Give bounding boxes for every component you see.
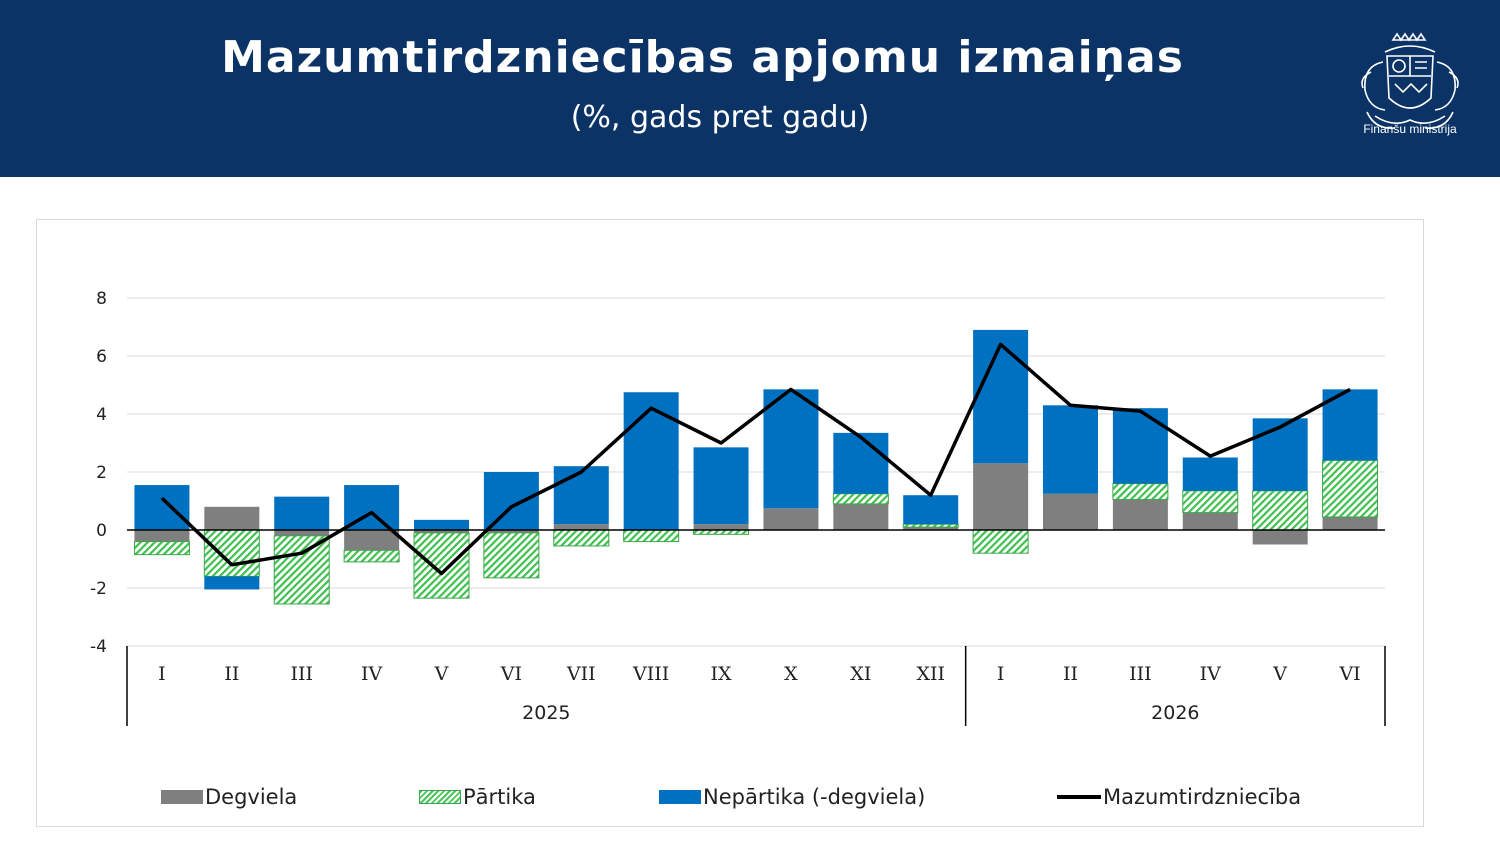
bar-partika: [1182, 490, 1239, 514]
bar-nepartika: [553, 466, 609, 525]
y-tick-label: 6: [96, 347, 107, 367]
x-tick-label: VIII: [632, 663, 669, 685]
bar-partika: [273, 535, 330, 605]
x-tick-label: IV: [361, 663, 383, 685]
y-tick-label: 8: [96, 289, 107, 309]
bar-partika: [623, 529, 680, 543]
bar-degviela: [763, 508, 819, 530]
bar-partika: [902, 523, 959, 528]
line-mazumtirdznieciba: [160, 342, 1351, 576]
bar-degviela: [414, 530, 469, 533]
y-tick-label: 0: [96, 521, 107, 541]
bar-degviela: [483, 530, 539, 533]
legend-label-mazumtirdznieciba: Mazumtirdzniecība: [1103, 785, 1302, 809]
bar-degviela: [973, 463, 1029, 530]
bar-nepartika: [763, 389, 819, 509]
x-tick-label: XI: [850, 663, 871, 685]
bar-nepartika: [1252, 418, 1308, 491]
x-tick-label: III: [1129, 663, 1152, 685]
x-tick-label: VII: [566, 663, 596, 685]
bar-partika: [1112, 483, 1169, 501]
x-tick-label: II: [224, 663, 239, 685]
bar-nepartika: [623, 392, 679, 530]
legend-item-nepartika: Nepārtika (-degviela): [659, 785, 925, 809]
legend-label-degviela: Degviela: [205, 785, 298, 809]
bar-degviela: [903, 527, 959, 530]
bar-nepartika: [903, 495, 959, 525]
legend-swatch-mazumtirdznieciba: [1057, 795, 1101, 799]
bar-partika: [832, 493, 889, 505]
bar-degviela: [1112, 499, 1168, 530]
bar-partika: [1252, 490, 1309, 531]
y-tick-label: 4: [96, 405, 107, 425]
page-title: Mazumtirdzniecības apjomu izmaiņas: [221, 32, 1184, 83]
bar-partika: [972, 529, 1029, 554]
bar-nepartika: [274, 496, 330, 530]
x-tick-label: IV: [1200, 663, 1222, 685]
bar-degviela: [833, 503, 889, 530]
bar-nepartika: [1182, 457, 1238, 491]
x-tick-label: VI: [1338, 663, 1360, 685]
bar-degviela: [1182, 512, 1238, 530]
bar-partika: [483, 532, 540, 579]
bar-nepartika: [833, 432, 889, 494]
bar-degviela: [1322, 516, 1378, 530]
bar-nepartika: [204, 576, 260, 590]
legend-swatch-partika: [419, 790, 461, 804]
bar-nepartika: [134, 485, 190, 530]
bar-partika: [553, 529, 610, 547]
bar-partika: [133, 541, 190, 556]
y-tick-label: -4: [90, 637, 107, 657]
legend-item-mazumtirdznieciba: Mazumtirdzniecība: [1057, 785, 1301, 809]
legend-item-degviela: Degviela: [161, 785, 297, 809]
x-tick-label: V: [434, 663, 449, 685]
bar-degviela: [274, 530, 330, 536]
x-tick-label: III: [290, 663, 313, 685]
bar-degviela: [134, 530, 190, 542]
legend-item-partika: Pārtika: [419, 785, 536, 809]
bar-nepartika: [414, 519, 469, 530]
x-tick-label: V: [1272, 663, 1287, 685]
bar-partika: [343, 549, 400, 563]
bar-nepartika: [973, 329, 1029, 464]
bar-partika: [203, 529, 260, 577]
legend-swatch-nepartika: [659, 790, 701, 804]
y-tick-label: -2: [90, 579, 107, 599]
legend-label-partika: Pārtika: [463, 785, 536, 809]
bar-nepartika: [1043, 405, 1098, 494]
x-tick-label: IX: [711, 663, 733, 685]
x-tick-label: X: [784, 663, 798, 685]
bar-degviela: [344, 530, 400, 551]
x-tick-label: VI: [500, 663, 522, 685]
x-tick-label: II: [1063, 663, 1078, 685]
legend-label-nepartika: Nepārtika (-degviela): [703, 785, 926, 809]
bar-degviela: [1252, 530, 1308, 545]
legend-swatch-degviela: [161, 790, 203, 804]
bar-nepartika: [1112, 408, 1168, 484]
bar-partika: [413, 532, 470, 599]
bar-nepartika: [693, 447, 749, 525]
bar-partika: [1322, 459, 1379, 518]
x-tick-label: I: [997, 663, 1005, 685]
x-group-label: 2026: [1151, 702, 1199, 724]
bar-degviela: [553, 524, 609, 530]
y-tick-label: 2: [96, 463, 107, 483]
page-subtitle: (%, gads pret gadu): [570, 100, 870, 135]
bar-degviela: [204, 506, 260, 530]
bar-degviela: [1043, 493, 1098, 530]
x-tick-label: I: [158, 663, 166, 685]
x-tick-label: XII: [916, 663, 945, 685]
x-group-label: 2025: [522, 702, 570, 724]
bar-degviela: [693, 524, 749, 530]
logo-caption: Finanšu ministrija: [1363, 122, 1457, 136]
coat-of-arms-logo: [1361, 32, 1459, 129]
bar-nepartika: [483, 472, 539, 530]
header-banner: Mazumtirdzniecības apjomu izmaiņas (%, g…: [0, 0, 1500, 177]
chart-panel: 8 6 4 2 0 -2 -4 2025 2026 I II III IV V VI VII VIII IX X XI…: [36, 219, 1424, 827]
